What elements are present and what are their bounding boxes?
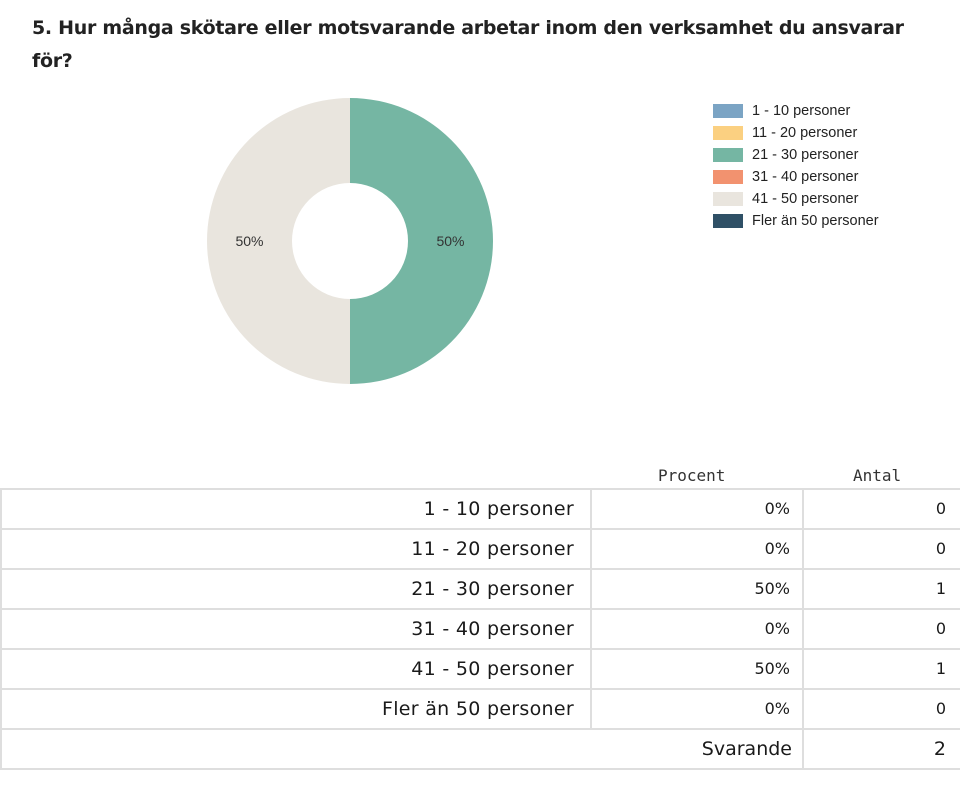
table-row: Fler än 50 personer 0% 0 (0, 688, 960, 730)
row-percent: 50% (590, 568, 804, 610)
row-count: 1 (802, 568, 960, 610)
legend-swatch (713, 170, 743, 184)
total-row-spacer (0, 728, 591, 770)
total-value: 2 (802, 728, 960, 770)
row-count: 0 (802, 528, 960, 570)
pie-slice (207, 98, 350, 384)
row-count: 1 (802, 648, 960, 690)
total-label: Svarande (591, 728, 804, 770)
row-label: Fler än 50 personer (0, 688, 592, 730)
results-table: 1 - 10 personer 0% 0 11 - 20 personer 0%… (0, 488, 960, 770)
row-count: 0 (802, 688, 960, 730)
legend-item: 41 - 50 personer (713, 188, 879, 210)
legend-swatch (713, 126, 743, 140)
row-percent: 50% (590, 648, 804, 690)
table-row: 1 - 10 personer 0% 0 (0, 488, 960, 530)
slice-data-label: 50% (235, 233, 263, 249)
row-label: 21 - 30 personer (0, 568, 592, 610)
row-count: 0 (802, 608, 960, 650)
question-title: 5. Hur många skötare eller motsvarande a… (32, 17, 904, 72)
table-row: 31 - 40 personer 0% 0 (0, 608, 960, 650)
row-percent: 0% (590, 688, 804, 730)
column-header-count: Antal (853, 466, 902, 485)
row-percent: 0% (590, 488, 804, 530)
legend-item: 31 - 40 personer (713, 166, 879, 188)
legend-swatch (713, 214, 743, 228)
table-row: 11 - 20 personer 0% 0 (0, 528, 960, 570)
table-column-headers: Procent Antal (0, 466, 960, 488)
legend-label: 1 - 10 personer (752, 103, 851, 119)
legend-item: 21 - 30 personer (713, 144, 879, 166)
row-percent: 0% (590, 528, 804, 570)
slice-data-label: 50% (436, 233, 464, 249)
pie-slice (350, 98, 493, 384)
table-total-row: Svarande 2 (0, 728, 960, 770)
legend-swatch (713, 148, 743, 162)
row-label: 1 - 10 personer (0, 488, 592, 530)
legend-swatch (713, 104, 743, 118)
legend-label: 41 - 50 personer (752, 191, 859, 207)
legend-swatch (713, 192, 743, 206)
row-count: 0 (802, 488, 960, 530)
legend-item: Fler än 50 personer (713, 210, 879, 232)
row-percent: 0% (590, 608, 804, 650)
legend-label: 31 - 40 personer (752, 169, 859, 185)
table-row: 41 - 50 personer 50% 1 (0, 648, 960, 690)
table-row: 21 - 30 personer 50% 1 (0, 568, 960, 610)
legend-label: 21 - 30 personer (752, 147, 859, 163)
legend-label: Fler än 50 personer (752, 213, 879, 229)
legend-label: 11 - 20 personer (752, 125, 858, 141)
legend-item: 1 - 10 personer (713, 100, 879, 122)
donut-chart: 50% 50% (207, 98, 493, 384)
row-label: 31 - 40 personer (0, 608, 592, 650)
row-label: 11 - 20 personer (0, 528, 592, 570)
column-header-percent: Procent (658, 466, 726, 485)
legend-item: 11 - 20 personer (713, 122, 879, 144)
chart-legend: 1 - 10 personer 11 - 20 personer 21 - 30… (713, 100, 879, 232)
row-label: 41 - 50 personer (0, 648, 592, 690)
